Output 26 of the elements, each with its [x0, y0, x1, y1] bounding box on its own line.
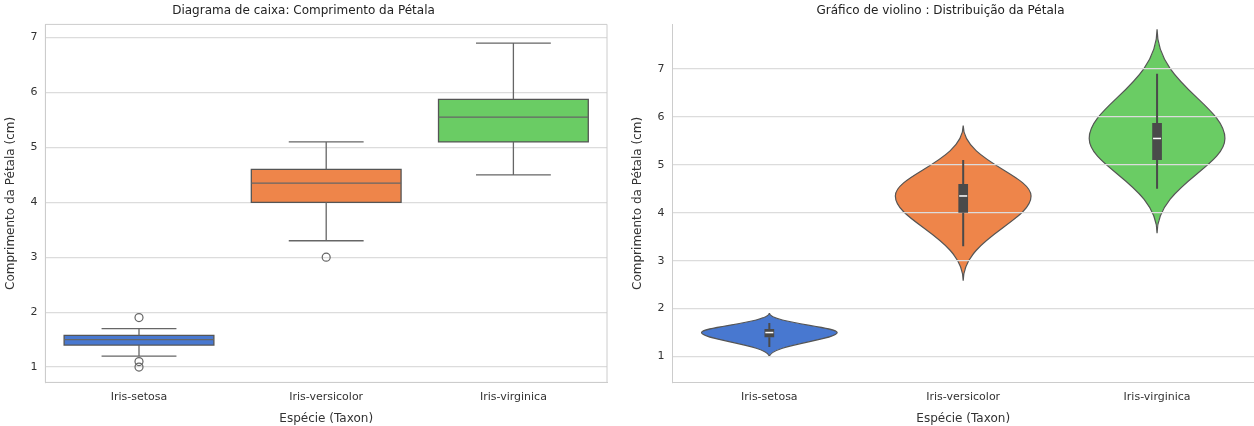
y-tick-label: 2 — [30, 304, 38, 318]
y-tick-label: 7 — [657, 61, 665, 75]
y-axis-title: Comprimento da Pétala (cm) — [630, 116, 645, 290]
x-tick-label: Iris-setosa — [741, 389, 798, 403]
y-tick-label: 2 — [657, 301, 665, 315]
y-tick-label: 7 — [30, 30, 38, 44]
x-tick-label: Iris-setosa — [110, 389, 168, 403]
chart-title: Diagrama de caixa: Comprimento da Pétala — [172, 3, 435, 18]
y-tick-label: 6 — [30, 85, 38, 99]
y-tick-label: 4 — [30, 195, 38, 209]
chart-title: Gráfico de violino : Distribuição da Pétala — [816, 3, 1065, 18]
y-tick-label: 6 — [657, 109, 665, 123]
y-tick-label: 4 — [657, 205, 665, 219]
x-axis-title: Espécie (Taxon) — [279, 410, 374, 425]
x-tick-label: Iris-virginica — [479, 389, 547, 403]
x-tick-label: Iris-virginica — [1123, 389, 1191, 403]
x-tick-label: Iris-versicolor — [289, 389, 364, 403]
x-tick-label: Iris-versicolor — [926, 389, 1001, 403]
y-axis-title: Comprimento da Pétala (cm) — [3, 116, 18, 290]
y-tick-label: 3 — [657, 253, 665, 267]
y-tick-label: 1 — [657, 349, 665, 363]
y-tick-label: 5 — [657, 157, 665, 171]
y-tick-label: 5 — [30, 140, 38, 154]
y-tick-label: 3 — [30, 250, 38, 264]
y-tick-label: 1 — [30, 359, 38, 373]
x-axis-title: Espécie (Taxon) — [916, 410, 1011, 425]
